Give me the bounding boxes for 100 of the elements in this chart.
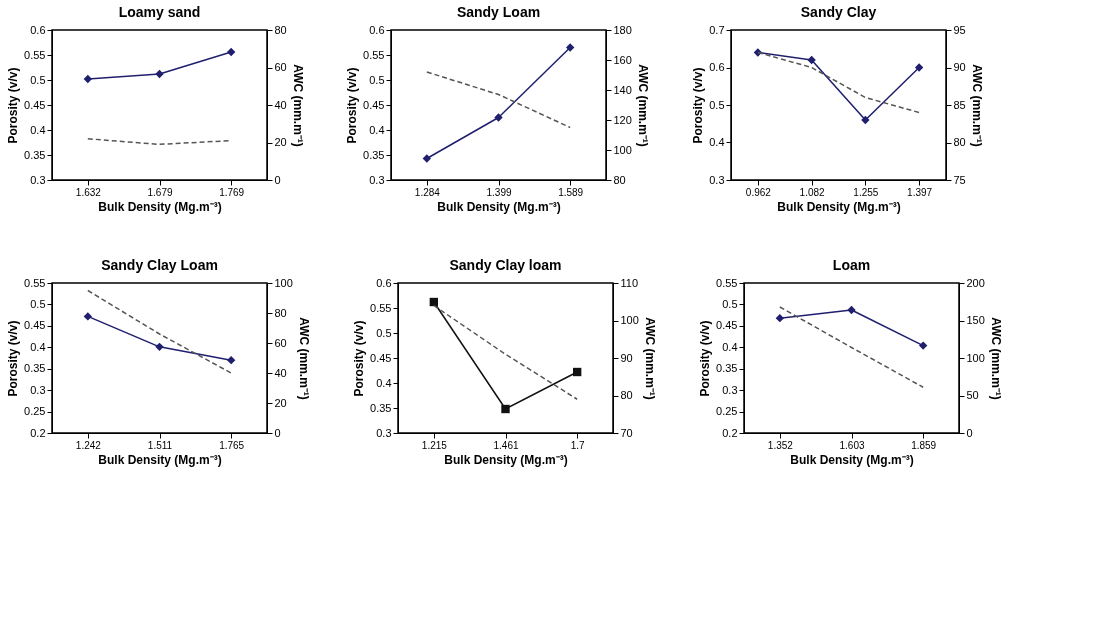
y2-tick-label: 70 xyxy=(620,426,633,439)
x-tick-label: 1.765 xyxy=(219,439,245,451)
y-tick-label: 0.3 xyxy=(709,173,725,186)
x-tick-label: 1.242 xyxy=(75,439,102,451)
y-tick-label: 0.25 xyxy=(716,405,738,418)
y-tick-label: 0.4 xyxy=(369,123,385,136)
point xyxy=(847,305,856,315)
y2-tick-label: 20 xyxy=(274,136,287,148)
y2-tick-label: 80 xyxy=(613,173,626,186)
y-tick-label: 0.5 xyxy=(369,73,385,86)
y-tick-label: 0.45 xyxy=(24,98,46,111)
point xyxy=(494,113,503,122)
y2-tick-label: 110 xyxy=(620,276,639,289)
y2-tick-label: 0 xyxy=(274,426,281,439)
y-tick-label: 0.2 xyxy=(722,426,738,439)
y2-tick-label: 100 xyxy=(613,143,632,156)
y2-tick-label: 180 xyxy=(613,23,632,36)
x-tick-label: 1.632 xyxy=(75,186,102,198)
y-axis-title: Porosity (v/v) xyxy=(6,320,21,397)
y2-tick-label: 85 xyxy=(953,98,966,111)
y-axis-title: Porosity (v/v) xyxy=(352,320,367,397)
y-tick-label: 0.6 xyxy=(369,23,385,36)
x-tick-label: 1.397 xyxy=(907,186,933,198)
y-tick-label: 0.45 xyxy=(24,319,46,332)
x-tick-label: 1.399 xyxy=(486,186,512,198)
y2-tick-label: 75 xyxy=(953,173,966,186)
x-tick-label: 1.461 xyxy=(493,439,519,451)
y2-tick-label: 40 xyxy=(274,98,287,111)
y2-tick-label: 0 xyxy=(966,426,973,439)
y-tick-label: 0.3 xyxy=(30,383,46,396)
y-tick-label: 0.7 xyxy=(709,23,725,36)
point xyxy=(83,312,93,321)
point xyxy=(83,74,93,84)
y2-tick-label: 50 xyxy=(966,389,979,401)
y2-axis-title: AWC (mm.m⁻¹) xyxy=(642,317,657,400)
y-tick-label: 0.6 xyxy=(30,23,46,36)
y-tick-label: 0.35 xyxy=(24,148,46,161)
point xyxy=(501,404,510,414)
x-axis-title: Bulk Density (Mg.m⁻³) xyxy=(777,199,901,214)
point xyxy=(429,297,439,307)
x-tick-label: 1.352 xyxy=(767,439,794,451)
y-tick-label: 0.3 xyxy=(722,383,738,396)
y-tick-label: 0.35 xyxy=(363,148,385,161)
y-tick-label: 0.45 xyxy=(363,98,385,111)
y-axis-title: Porosity (v/v) xyxy=(6,67,21,144)
x-tick-label: 1.769 xyxy=(219,186,245,198)
y-tick-label: 0.5 xyxy=(30,297,46,310)
y-tick-label: 0.5 xyxy=(376,326,392,339)
point xyxy=(918,341,928,350)
x-tick-label: 1.859 xyxy=(911,439,937,451)
y-tick-label: 0.3 xyxy=(376,426,392,439)
y-tick-label: 0.45 xyxy=(716,319,738,332)
x-tick-label: 1.603 xyxy=(839,439,865,451)
point xyxy=(422,154,432,163)
x-axis-title: Bulk Density (Mg.m⁻³) xyxy=(444,452,568,467)
point xyxy=(226,47,236,57)
chart-title: Loamy sand xyxy=(118,4,201,20)
y-tick-label: 0.4 xyxy=(722,340,738,353)
y2-tick-label: 20 xyxy=(274,396,287,409)
y-axis-title: Porosity (v/v) xyxy=(345,67,360,144)
y-tick-label: 0.4 xyxy=(30,340,46,353)
x-tick-label: 1.679 xyxy=(147,186,173,198)
y2-tick-label: 140 xyxy=(613,83,632,96)
y-tick-label: 0.35 xyxy=(716,362,738,375)
y-tick-label: 0.5 xyxy=(722,297,738,310)
y-tick-label: 0.55 xyxy=(363,48,385,61)
chart-title: Sandy Clay loam xyxy=(449,257,562,273)
x-tick-label: 1.255 xyxy=(853,186,879,198)
x-axis-title: Bulk Density (Mg.m⁻³) xyxy=(98,199,222,214)
x-axis-title: Bulk Density (Mg.m⁻³) xyxy=(790,452,914,467)
y-tick-label: 0.2 xyxy=(30,426,46,439)
y-tick-label: 0.3 xyxy=(30,173,46,186)
y2-axis-title: AWC (mm.m⁻¹) xyxy=(969,64,984,147)
y2-tick-label: 100 xyxy=(620,314,639,326)
y-tick-label: 0.3 xyxy=(369,173,385,186)
x-tick-label: 1.7 xyxy=(570,439,586,451)
point xyxy=(155,342,164,352)
x-tick-label: 1.082 xyxy=(799,186,826,198)
y-tick-label: 0.6 xyxy=(709,61,725,73)
y2-tick-label: 40 xyxy=(274,366,287,379)
x-axis-title: Bulk Density (Mg.m⁻³) xyxy=(437,199,561,214)
y2-axis-title: AWC (mm.m⁻¹) xyxy=(296,317,311,400)
y2-tick-label: 200 xyxy=(966,276,985,289)
y-tick-label: 0.6 xyxy=(376,276,392,289)
y-tick-label: 0.35 xyxy=(370,401,392,414)
point xyxy=(155,69,164,79)
x-tick-label: 1.589 xyxy=(558,186,584,198)
y2-tick-label: 150 xyxy=(966,314,985,326)
y-tick-label: 0.35 xyxy=(24,362,46,375)
chart-title: Sandy Clay xyxy=(800,4,877,20)
x-tick-label: 1.284 xyxy=(414,186,441,198)
x-tick-label: 1.511 xyxy=(147,439,173,451)
y2-axis-title: AWC (mm.m⁻¹) xyxy=(988,317,1003,400)
y2-tick-label: 100 xyxy=(966,351,985,364)
chart-title: Loam xyxy=(832,257,871,273)
y-tick-label: 0.55 xyxy=(24,48,46,61)
point xyxy=(861,115,870,125)
chart-title: Sandy Clay Loam xyxy=(101,257,218,273)
y-tick-label: 0.55 xyxy=(24,276,46,289)
y2-axis-title: AWC (mm.m⁻¹) xyxy=(635,64,650,147)
